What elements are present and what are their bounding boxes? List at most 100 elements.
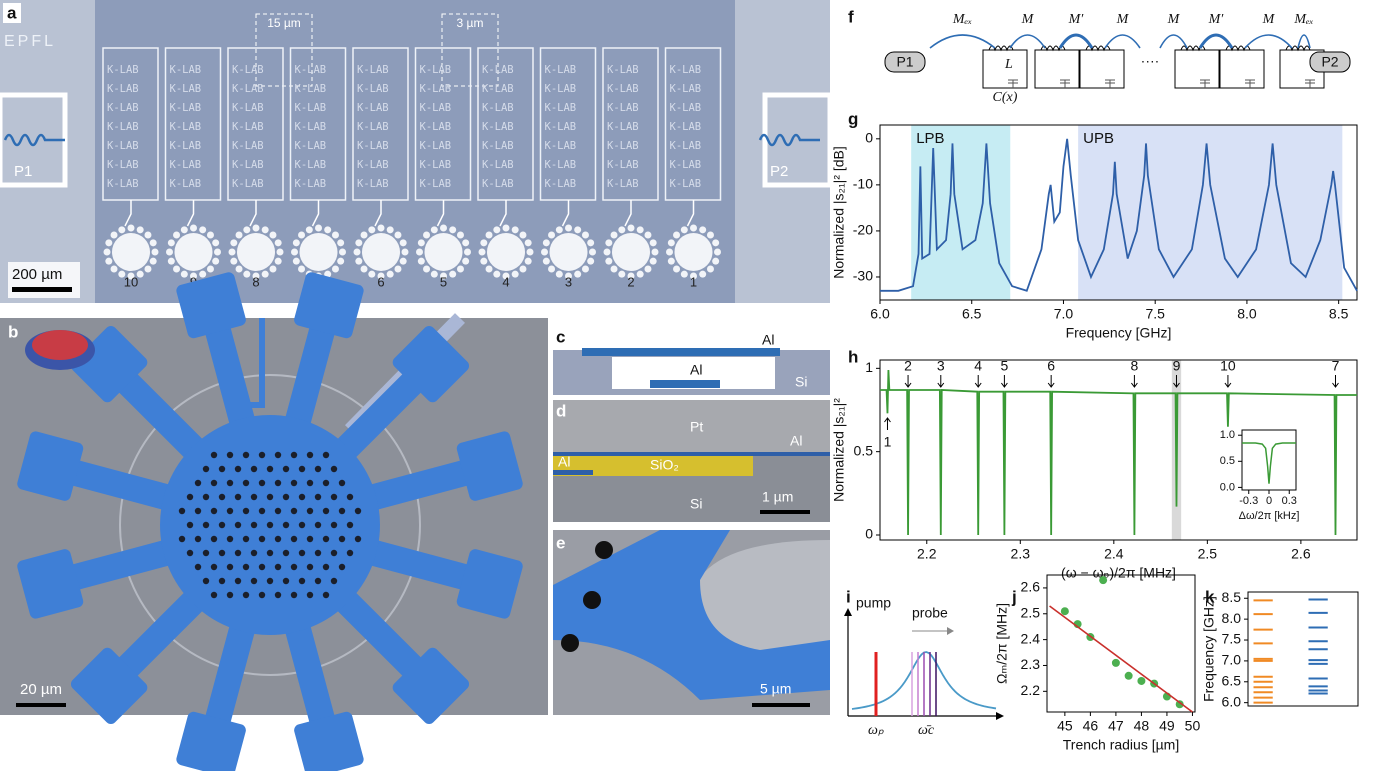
platinum [553, 400, 830, 452]
y-tick-label: 6.0 [1222, 693, 1242, 709]
hole [346, 493, 354, 501]
pad [176, 711, 246, 771]
x-tick-label: 2.6 [1291, 546, 1311, 562]
drum-pad [524, 257, 532, 265]
hole [226, 507, 234, 515]
drum-pad [690, 272, 697, 280]
port [884, 51, 926, 73]
hole [306, 451, 314, 459]
drum-pad [603, 248, 611, 256]
hole [330, 549, 338, 557]
drum-pad [151, 248, 159, 256]
arm [203, 608, 260, 732]
drum-pad [649, 239, 657, 247]
lead [561, 200, 570, 227]
drum-pad [456, 231, 464, 239]
lab-text: K-LAB [545, 102, 577, 114]
drum-pad [440, 272, 447, 280]
drum-pad [274, 257, 282, 265]
mode-label: 3 [937, 358, 945, 374]
hole [210, 535, 218, 543]
lab-text: K-LAB [357, 102, 389, 114]
drum-pad [485, 231, 493, 239]
lab-text: K-LAB [670, 159, 702, 171]
drum-pad [587, 257, 595, 265]
port-label: P1 [896, 54, 913, 70]
drum-pad [605, 257, 613, 265]
drum-pad [636, 270, 644, 278]
mode-arrow [1000, 375, 1008, 388]
pad [392, 325, 470, 403]
resonator-number: 5 [440, 274, 447, 289]
drum-pad [399, 257, 407, 265]
drum-pad [110, 265, 118, 273]
resonator-number: 6 [377, 274, 384, 289]
capacitor [1305, 79, 1315, 88]
coupling-arrow [1244, 34, 1293, 49]
lab-text: K-LAB [357, 121, 389, 133]
drum-pad [511, 226, 519, 234]
inset-label: 15 µm [267, 16, 301, 30]
resonator-number: 2 [627, 274, 634, 289]
pad [70, 647, 148, 725]
lab-text: K-LAB [482, 140, 514, 152]
hole [274, 479, 282, 487]
hole [274, 451, 282, 459]
mode-arrow [1224, 375, 1232, 388]
lab-text: K-LAB [482, 83, 514, 95]
drum-pad [548, 231, 556, 239]
capacitor [1060, 79, 1070, 88]
resonators: K-LAB K-LAB K-LAB K-LAB K-LAB K-LAB K-LAB 10 K-L… [102, 47, 722, 289]
drum-pad [651, 248, 659, 256]
pad [392, 647, 470, 725]
x-axis-label: Trench radius [µm] [1063, 737, 1179, 753]
y-tick-label: 8.0 [1222, 610, 1242, 626]
hole [266, 549, 274, 557]
x-tick-label: 45 [1057, 718, 1073, 734]
drum-pad [252, 224, 260, 232]
y-axis-label: Normalized |s₂₁|² [831, 398, 847, 502]
aluminum-bottom [650, 380, 720, 388]
lab-text: K-LAB [545, 159, 577, 171]
plot-frame [1247, 591, 1359, 707]
chip-edge [735, 0, 830, 303]
panel-label: b [8, 322, 18, 341]
hole [354, 535, 362, 543]
drum-pad [636, 226, 644, 234]
hole [250, 493, 258, 501]
drum-arm [353, 431, 523, 515]
lab-text: K-LAB [232, 159, 264, 171]
hole [234, 465, 242, 473]
coupling-arrow [1058, 33, 1094, 49]
hole [218, 521, 226, 529]
panel-label: a [7, 3, 17, 22]
ellipsis: ···· [1141, 53, 1160, 69]
x-tick-label: 0 [1266, 495, 1272, 507]
hole [314, 577, 322, 585]
y-tick-label: 2.4 [1021, 630, 1041, 646]
hole [234, 521, 242, 529]
data-line [880, 369, 1357, 536]
capacitor-label: C(x) [993, 90, 1018, 105]
arm [280, 318, 337, 442]
drum-pad [360, 231, 368, 239]
drum-arm [324, 325, 470, 471]
lab-text: K-LAB [232, 121, 264, 133]
panel-label: g [848, 109, 858, 128]
drum-pad [212, 257, 220, 265]
lab-text: K-LAB [670, 121, 702, 133]
lab-text: K-LAB [295, 178, 327, 190]
hole [242, 451, 250, 459]
lab-text: K-LAB [420, 64, 452, 76]
lab-text: K-LAB [357, 64, 389, 76]
y-axis-label: Frequency [GHz] [1201, 596, 1217, 702]
hole [338, 563, 346, 571]
hole [274, 507, 282, 515]
hole [210, 479, 218, 487]
resonator-number: 1 [690, 274, 697, 289]
drum-pad [212, 239, 220, 247]
lab-text: K-LAB [482, 159, 514, 171]
hole [298, 577, 306, 585]
coupling-label: M′ [1208, 12, 1225, 27]
hole [178, 507, 186, 515]
